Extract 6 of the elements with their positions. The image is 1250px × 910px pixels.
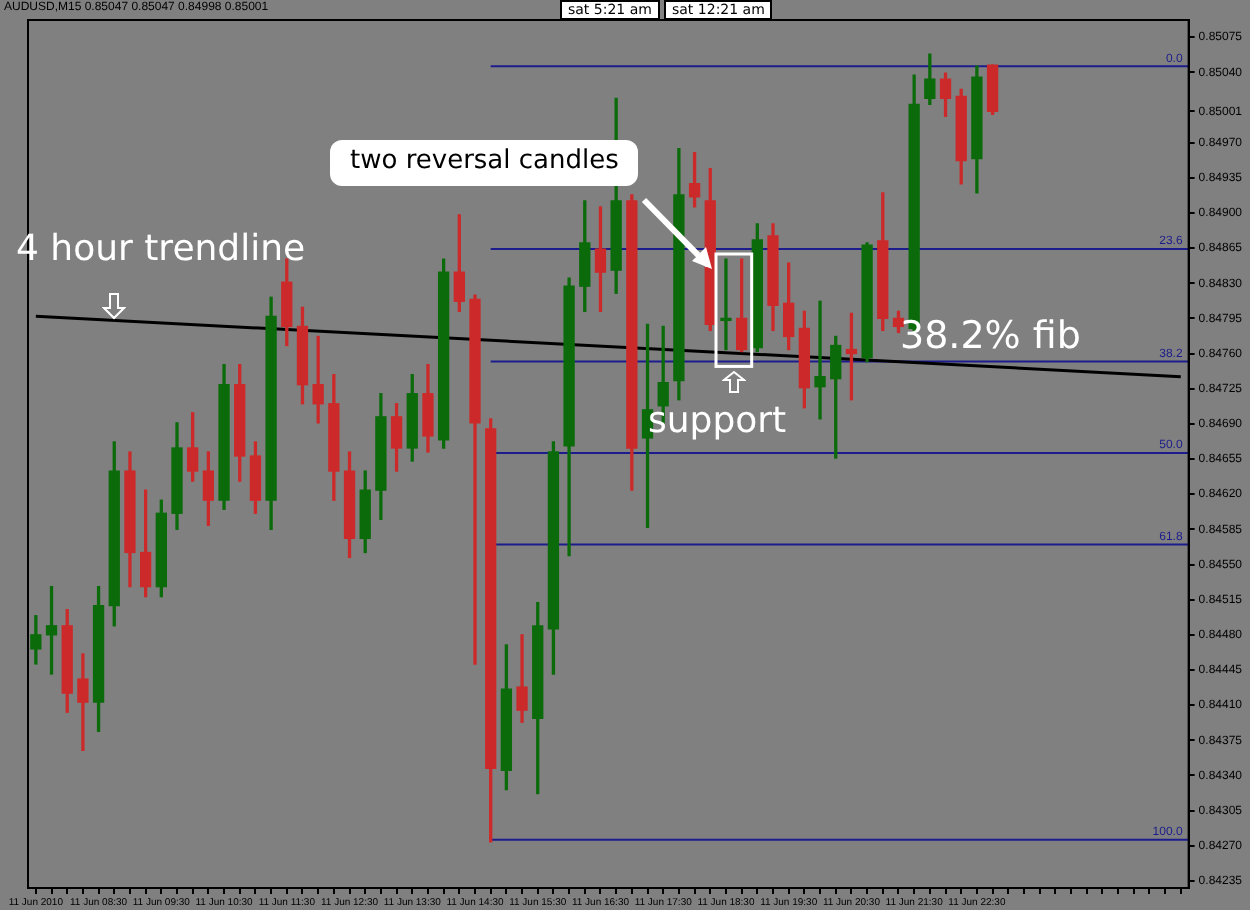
annotation: 38.2% fib [900, 314, 1081, 360]
annotation: two reversal candles [330, 140, 639, 186]
candlestick [312, 335, 324, 424]
candlestick [814, 300, 826, 420]
candlestick [77, 653, 89, 752]
candlestick [720, 258, 732, 351]
